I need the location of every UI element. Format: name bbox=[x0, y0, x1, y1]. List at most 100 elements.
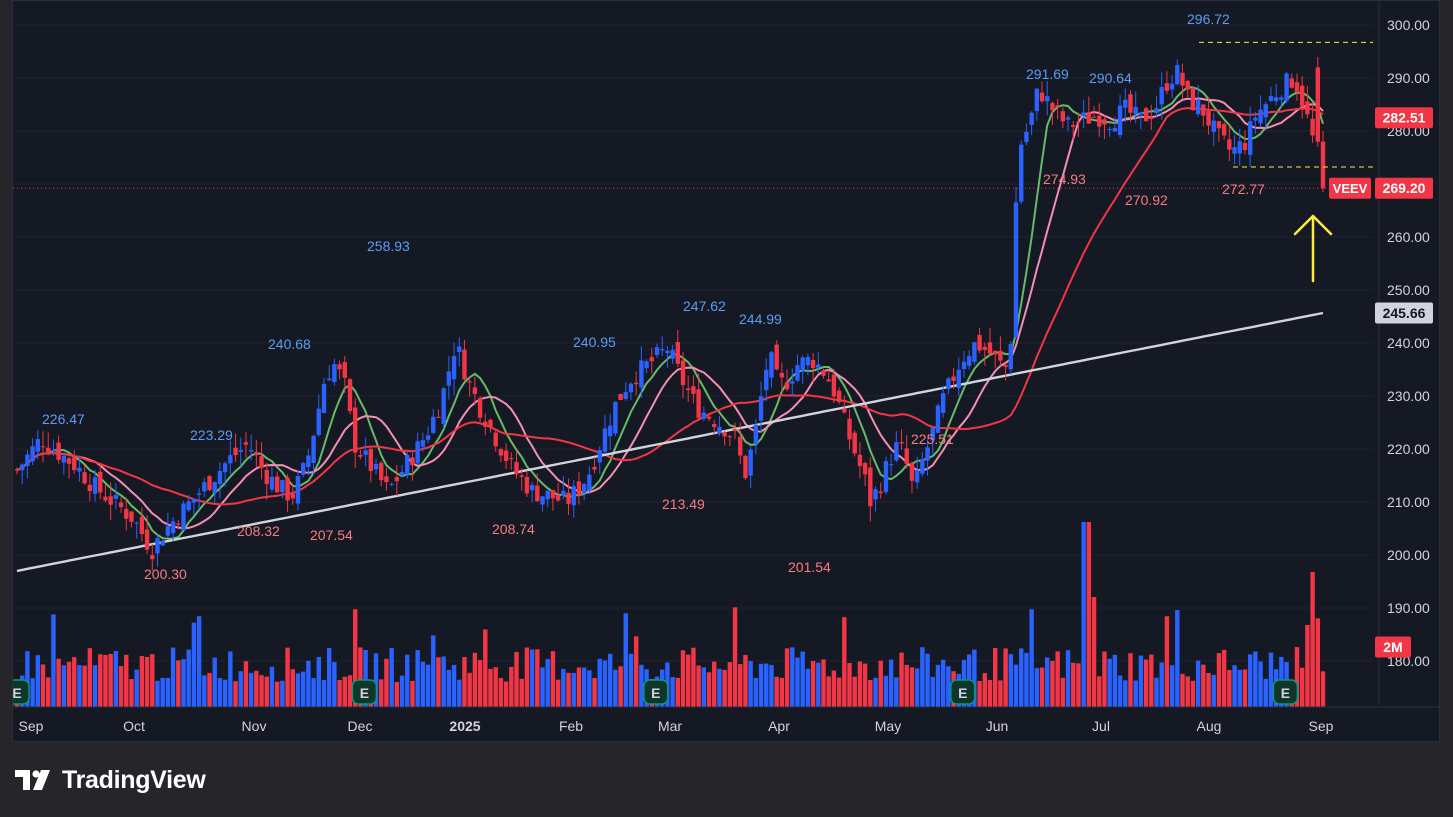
volume-bar bbox=[868, 679, 873, 707]
candle-body bbox=[290, 493, 295, 499]
price-annotation: 240.68 bbox=[268, 336, 311, 352]
candle-body bbox=[1289, 78, 1294, 88]
candle-body bbox=[212, 482, 217, 494]
earnings-marker[interactable]: E bbox=[4, 679, 30, 705]
candle-body bbox=[1299, 85, 1305, 107]
price-tick-label: 300.00 bbox=[1387, 17, 1430, 33]
candle-body bbox=[821, 370, 826, 376]
volume-bar bbox=[451, 664, 457, 707]
volume-bar bbox=[264, 676, 269, 707]
candles bbox=[14, 56, 1326, 571]
brand-name: TradingView bbox=[62, 765, 206, 794]
volume-bar bbox=[899, 652, 904, 707]
badge-bg bbox=[1375, 302, 1433, 324]
volume-bar bbox=[1185, 676, 1190, 707]
volume-bar bbox=[134, 669, 139, 707]
time-axis[interactable]: Sep Oct Nov Dec 2025 Feb Mar Apr May Jun Jul Aug Sep bbox=[13, 706, 1439, 734]
candle-body bbox=[467, 381, 472, 383]
earnings-marker[interactable]: E bbox=[1272, 679, 1299, 705]
candle-body bbox=[1091, 116, 1097, 118]
volume-bar bbox=[441, 656, 446, 707]
brand[interactable]: TradingView bbox=[14, 762, 206, 798]
volume-bar bbox=[1013, 664, 1019, 707]
candle-body bbox=[108, 496, 113, 505]
candle-body bbox=[207, 476, 212, 491]
candle-body bbox=[186, 501, 191, 511]
price-axis[interactable]: 180.00190.00200.00210.00220.00230.00240.… bbox=[1378, 1, 1430, 705]
volume-bar bbox=[212, 657, 217, 707]
candle-body bbox=[1159, 87, 1164, 105]
earnings-marker[interactable]: E bbox=[950, 679, 976, 705]
volume-bar bbox=[1310, 572, 1315, 707]
candle-body bbox=[758, 396, 764, 421]
candle-body bbox=[738, 436, 743, 456]
volume-bar bbox=[1097, 676, 1102, 707]
volume-bar bbox=[1091, 597, 1097, 707]
time-tick-label: Oct bbox=[123, 718, 145, 734]
volume-bar bbox=[831, 670, 837, 707]
volume-bar bbox=[488, 668, 493, 707]
price-annotation: 290.64 bbox=[1089, 70, 1132, 86]
volume-bar bbox=[540, 667, 545, 707]
badge-bg bbox=[1375, 107, 1433, 129]
volume-bar bbox=[686, 654, 691, 707]
candle-body bbox=[925, 447, 930, 461]
volume-bar bbox=[457, 679, 462, 707]
candle-body bbox=[1034, 88, 1040, 112]
ma-mid-line bbox=[16, 97, 1324, 530]
candle-body bbox=[1107, 129, 1112, 131]
candle-body bbox=[659, 349, 665, 351]
candle-body bbox=[1008, 344, 1014, 370]
candle-body bbox=[904, 448, 909, 464]
candle-body bbox=[691, 386, 696, 394]
volume-bar bbox=[1112, 654, 1118, 707]
candle-body bbox=[1050, 103, 1055, 111]
volume-bar bbox=[259, 675, 264, 707]
price-annotation: 274.93 bbox=[1043, 171, 1086, 187]
chart-panel[interactable]: E E E E E 226.47 200.30 223.29 208.32 240.68 207.… bbox=[4, 0, 1440, 742]
volume-bar bbox=[920, 647, 925, 707]
time-tick-label: May bbox=[875, 718, 901, 734]
volume-bar bbox=[914, 668, 920, 707]
volume-bar bbox=[1175, 610, 1180, 707]
price-annotation: 225.51 bbox=[911, 431, 954, 447]
price-annotation: 207.54 bbox=[310, 527, 353, 543]
earnings-marker[interactable]: E bbox=[351, 679, 378, 705]
volume-bar bbox=[1180, 673, 1185, 707]
candle-body bbox=[368, 448, 374, 472]
candle-body bbox=[274, 476, 280, 493]
candle-body bbox=[1097, 115, 1102, 127]
candle-body bbox=[295, 475, 301, 504]
earnings-marker[interactable]: E bbox=[643, 679, 669, 705]
price-annotation: 247.62 bbox=[683, 298, 726, 314]
volume-bar bbox=[623, 613, 628, 707]
candle-body bbox=[774, 344, 779, 370]
candle-body bbox=[592, 467, 597, 470]
candle-body bbox=[566, 492, 571, 504]
volume-bar bbox=[503, 681, 509, 707]
candle-body bbox=[176, 523, 181, 525]
candle-body bbox=[748, 449, 753, 476]
price-tick-label: 240.00 bbox=[1387, 335, 1430, 351]
candle-body bbox=[1138, 112, 1144, 115]
volume-bar bbox=[779, 677, 785, 707]
volume-bar bbox=[326, 648, 332, 707]
candle-body bbox=[503, 450, 509, 461]
volume-bar bbox=[113, 650, 119, 707]
price-chart[interactable]: E E E E E 226.47 200.30 223.29 208.32 240.68 207.… bbox=[4, 1, 1439, 741]
volume-bar bbox=[712, 661, 717, 707]
candle-body bbox=[561, 491, 566, 496]
volume-bar bbox=[1227, 670, 1232, 707]
candle-body bbox=[914, 469, 920, 483]
volume-bar bbox=[1294, 647, 1300, 707]
volume-bar bbox=[1071, 662, 1076, 707]
candle-body bbox=[826, 379, 831, 382]
volume-bar bbox=[1128, 653, 1133, 707]
arrow-shape bbox=[1293, 214, 1333, 283]
volume-bar bbox=[748, 661, 753, 707]
volume-bar bbox=[285, 647, 290, 707]
volume-bar bbox=[1320, 671, 1326, 707]
volume-bar bbox=[160, 677, 165, 707]
candle-body bbox=[920, 459, 925, 474]
volume-bar bbox=[998, 680, 1003, 707]
